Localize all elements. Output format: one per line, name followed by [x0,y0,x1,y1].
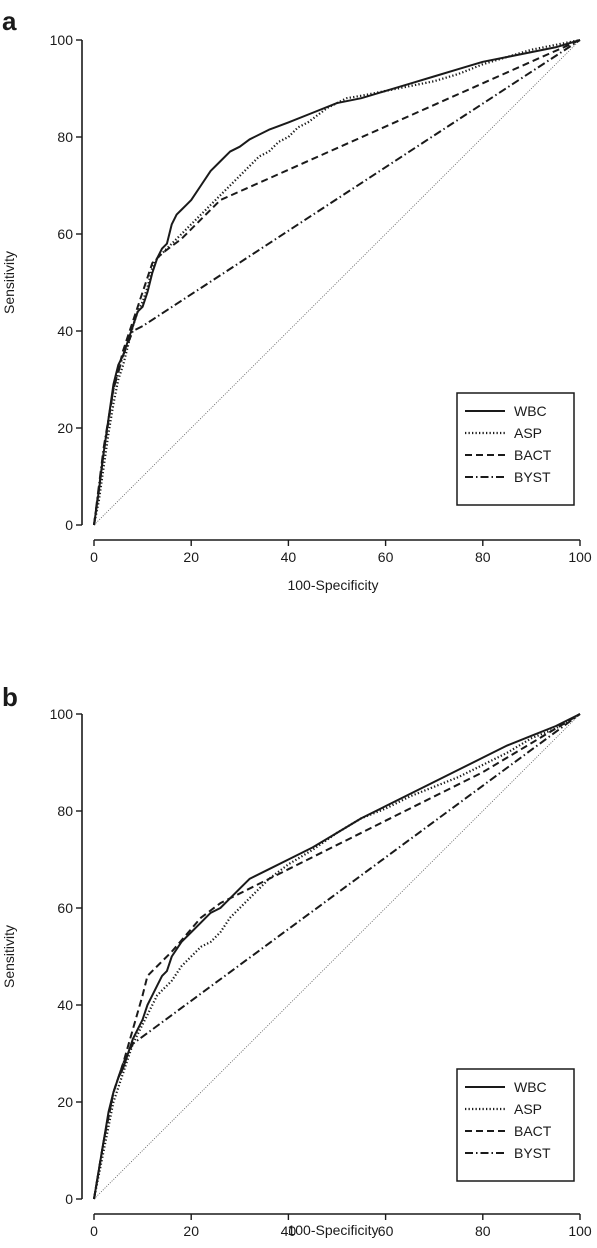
series-line-byst [93,39,581,526]
legend-label-bact: BACT [514,447,552,463]
y-tick-label: 60 [57,900,73,916]
legend-label-byst: BYST [514,469,551,485]
series-line-asp [92,713,581,1200]
y-tick-label: 20 [57,1094,73,1110]
legend-label-wbc: WBC [514,403,547,419]
x-axis-title: 100-Specificity [287,577,378,593]
y-tick-label: 0 [65,517,73,533]
legend-label-bact: BACT [514,1123,552,1139]
reference-diagonal [93,713,581,1200]
y-tick-label: 40 [57,323,73,339]
series-line-wbc [93,713,581,1200]
panel-letter: b [2,682,18,712]
y-tick-label: 100 [50,32,74,48]
x-tick-label: 40 [281,549,297,565]
legend-label-wbc: WBC [514,1079,547,1095]
reference-diagonal [93,39,581,526]
legend: WBC ASP BACT BYST [456,392,575,506]
y-tick-label: 80 [57,129,73,145]
x-tick-label: 80 [475,549,491,565]
y-tick-label: 80 [57,803,73,819]
panel-b: b 0 20 40 60 80 100 0 20 40 60 80 100 100-Specificity… [1,682,592,1239]
legend: WBC ASP BACT BYST [456,1068,575,1182]
y-axis-title: Sensitivity [1,925,17,988]
x-tick-label: 0 [90,549,98,565]
x-tick-label: 60 [378,1223,394,1239]
legend-label-byst: BYST [514,1145,551,1161]
x-tick-label: 20 [183,1223,199,1239]
y-tick-label: 0 [65,1191,73,1207]
panel-a: a 0 20 40 60 80 100 0 20 40 60 80 100 100-Specificity… [1,6,592,593]
y-axis-title: Sensitivity [1,251,17,314]
x-tick-label: 60 [378,549,394,565]
y-tick-label: 20 [57,420,73,436]
panel-letter: a [2,6,17,36]
x-tick-label: 20 [183,549,199,565]
x-tick-label: 40 [281,1223,297,1239]
x-tick-label: 100 [568,549,592,565]
x-tick-label: 0 [90,1223,98,1239]
y-tick-label: 60 [57,226,73,242]
x-tick-label: 100 [568,1223,592,1239]
series-line-bact [93,713,581,1200]
x-tick-label: 80 [475,1223,491,1239]
legend-label-asp: ASP [514,425,542,441]
series-line-byst [93,713,581,1200]
legend-label-asp: ASP [514,1101,542,1117]
x-axis-title: 100-Specificity [287,1222,378,1238]
y-tick-label: 40 [57,997,73,1013]
y-tick-label: 100 [50,706,74,722]
